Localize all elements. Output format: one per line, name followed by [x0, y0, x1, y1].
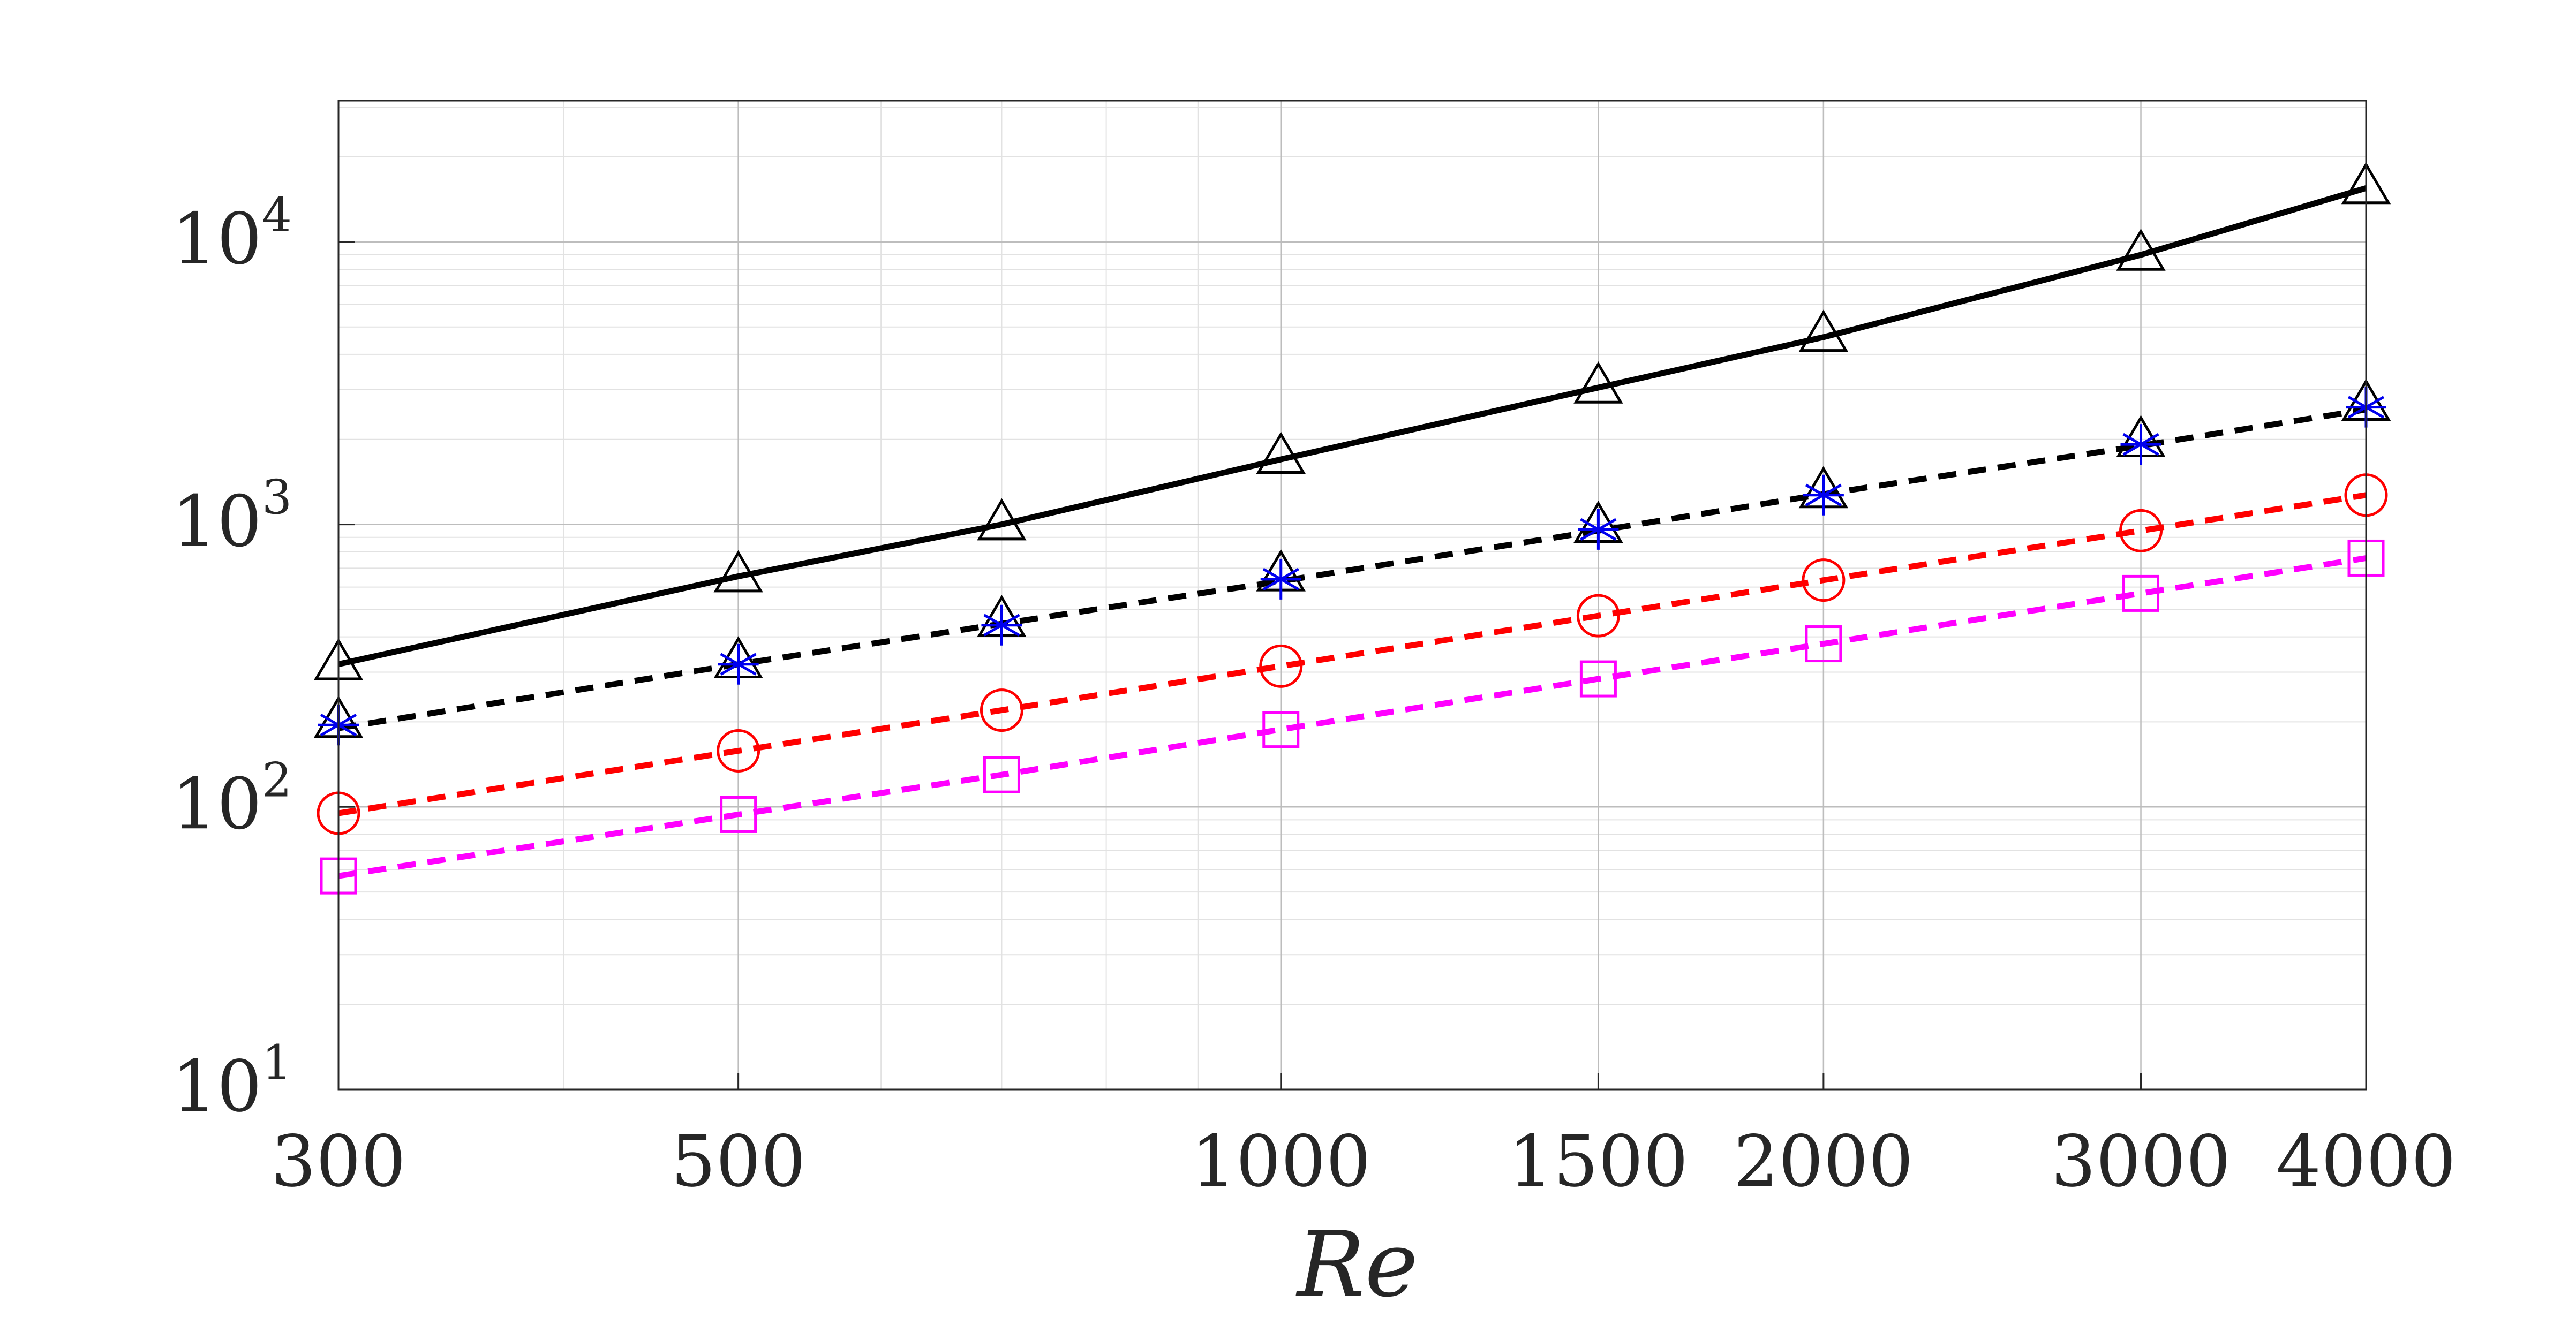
y-axis-ticks: 101 102 103 104: [172, 187, 355, 1128]
series-2-line: [338, 406, 2367, 731]
y-tick-label: 101: [172, 1035, 292, 1128]
series-4-square-marker: [2122, 574, 2160, 612]
series-2-asterisk-marker: [1803, 474, 1844, 516]
x-tick-label: 1500: [1508, 1120, 1688, 1203]
series-1-triangle-marker: [1798, 309, 1849, 352]
y-tick-label: 104: [172, 187, 292, 281]
series-4-square-marker: [1579, 660, 1617, 698]
y-tick-label: 103: [172, 470, 292, 563]
x-tick-label: 2000: [1734, 1120, 1914, 1203]
series-4-square-marker: [720, 796, 757, 833]
x-tick-label: 500: [671, 1120, 806, 1203]
series-1-triangle-marker: [1573, 361, 1623, 404]
series-4-square-marker: [983, 756, 1020, 793]
x-tick-label: 1000: [1191, 1120, 1371, 1203]
series-3-circle-marker: [1802, 558, 1846, 602]
plot-area-frame: [337, 100, 2367, 1091]
series-4-line: [338, 555, 2367, 879]
series-3-circle-marker: [1576, 594, 1620, 638]
series-3-circle-marker: [2119, 509, 2163, 552]
series-1-triangle-marker: [1256, 431, 1306, 474]
x-tick-label: 300: [271, 1120, 406, 1203]
x-tick-label: 3000: [2051, 1120, 2231, 1203]
series-3-circle-marker: [1259, 644, 1303, 688]
series-3-circle-marker: [980, 688, 1023, 732]
x-axis-label: Re: [1295, 1212, 1418, 1317]
series-2-asterisk-marker: [1260, 558, 1301, 600]
series-4-square-marker: [1262, 711, 1300, 748]
series-3-circle-marker: [717, 729, 760, 773]
series-lines: [337, 185, 2367, 879]
series-2-asterisk-marker: [1578, 509, 1619, 550]
x-tick-label: 4000: [2276, 1120, 2456, 1203]
series-markers: [313, 162, 2391, 895]
series-3-line: [338, 492, 2367, 816]
series-1-triangle-marker: [977, 498, 1027, 541]
y-tick-label: 102: [172, 752, 292, 845]
series-1-line: [337, 185, 2367, 668]
series-4-square-marker: [1805, 625, 1842, 663]
series-1-triangle-marker: [2116, 229, 2166, 271]
minor-grid: [338, 101, 2366, 1089]
series-2-asterisk-marker: [2120, 424, 2161, 465]
x-axis-ticks: 300 500 1000 1500 2000 3000 4000: [271, 1073, 2456, 1203]
series-1-triangle-marker: [713, 550, 763, 593]
series-2-asterisk-marker: [718, 643, 759, 685]
series-2-asterisk-marker: [981, 604, 1022, 646]
